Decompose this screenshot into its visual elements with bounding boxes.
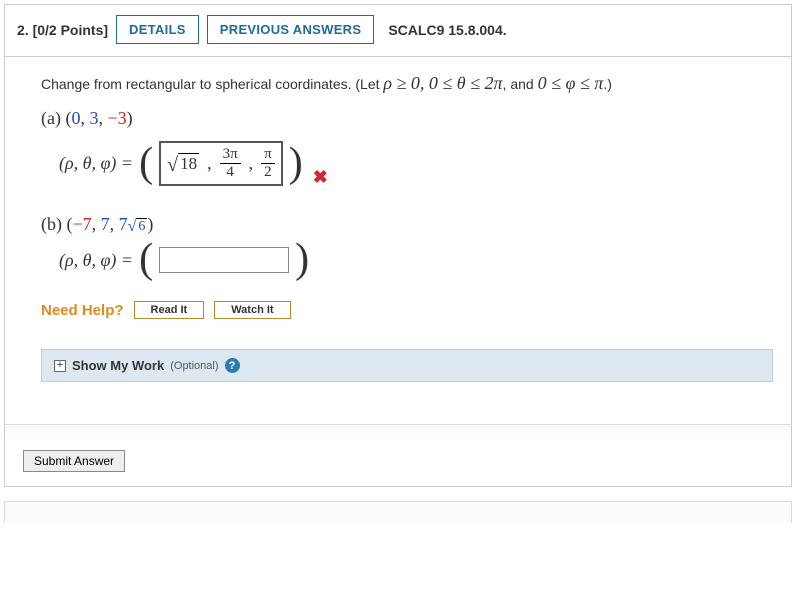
rparen-icon: ) <box>289 151 303 176</box>
need-help-label: Need Help? <box>41 302 124 319</box>
next-section-bar <box>4 501 792 523</box>
prompt-text-post: .) <box>603 76 612 92</box>
frac1-num: 3π <box>220 147 241 164</box>
wrong-icon: ✖ <box>313 167 328 188</box>
part-b-z-sqrt: 6 <box>136 218 147 235</box>
frac2-num: π <box>261 147 275 164</box>
rparen-icon: ) <box>295 247 309 272</box>
frac2-den: 2 <box>261 164 275 180</box>
part-b-prefix: (b) ( <box>41 214 72 234</box>
show-work-optional: (Optional) <box>170 360 218 372</box>
previous-answers-button[interactable]: PREVIOUS ANSWERS <box>207 15 375 44</box>
part-b-answer-line: (ρ, θ, φ) = ( ) <box>59 247 773 273</box>
part-a-answer-line: (ρ, θ, φ) = ( √18 , 3π 4 , π 2 ) ✖ <box>59 141 773 186</box>
info-icon[interactable]: ? <box>225 358 240 373</box>
expand-icon[interactable]: + <box>54 360 66 372</box>
prompt-cond2: 0 ≤ φ ≤ π <box>538 73 604 93</box>
submit-answer-button[interactable]: Submit Answer <box>23 450 125 472</box>
part-a-prefix: (a) ( <box>41 108 71 128</box>
reference-code: SCALC9 15.8.004. <box>388 22 506 38</box>
part-b-z-coef: 7 <box>119 214 128 234</box>
need-help-row: Need Help? Read It Watch It <box>41 301 773 319</box>
part-a-lhs: (ρ, θ, φ) = <box>59 153 133 174</box>
part-a-z: −3 <box>107 108 126 128</box>
question-body: Change from rectangular to spherical coo… <box>5 56 791 424</box>
frac1-den: 4 <box>223 164 237 180</box>
question-container: 2. [0/2 Points] DETAILS PREVIOUS ANSWERS… <box>4 4 792 487</box>
show-work-label: Show My Work <box>72 358 164 373</box>
part-b-label: (b) (−7, 7, 7√6) <box>41 214 773 235</box>
part-b-answer-input[interactable] <box>159 247 289 273</box>
lparen-icon: ( <box>139 151 153 176</box>
submit-area: Submit Answer <box>5 450 791 486</box>
read-it-button[interactable]: Read It <box>134 301 205 319</box>
part-a-theta: 3π 4 <box>220 147 241 180</box>
question-header: 2. [0/2 Points] DETAILS PREVIOUS ANSWERS… <box>5 5 791 50</box>
part-b-lhs: (ρ, θ, φ) = <box>59 250 133 271</box>
details-button[interactable]: DETAILS <box>116 15 199 44</box>
part-a-rho-val: 18 <box>178 153 199 174</box>
points-label: 2. [0/2 Points] <box>17 22 108 38</box>
part-b-y: 7 <box>101 214 110 234</box>
question-prompt: Change from rectangular to spherical coo… <box>41 73 773 94</box>
divider <box>5 424 791 436</box>
part-b-x: −7 <box>72 214 91 234</box>
part-a-phi: π 2 <box>261 147 275 180</box>
prompt-cond1: ρ ≥ 0, 0 ≤ θ ≤ 2π <box>383 73 502 93</box>
part-a-suffix: ) <box>127 108 133 128</box>
show-my-work-bar[interactable]: + Show My Work (Optional) ? <box>41 349 773 382</box>
watch-it-button[interactable]: Watch It <box>214 301 290 319</box>
prompt-text-pre: Change from rectangular to spherical coo… <box>41 76 383 92</box>
part-a-answer-box[interactable]: √18 , 3π 4 , π 2 <box>159 141 283 186</box>
sqrt-icon: √18 <box>167 153 199 174</box>
part-a-label: (a) (0, 3, −3) <box>41 108 773 129</box>
prompt-mid: , and <box>503 76 538 92</box>
lparen-icon: ( <box>139 247 153 272</box>
part-b-suffix: ) <box>147 214 153 234</box>
